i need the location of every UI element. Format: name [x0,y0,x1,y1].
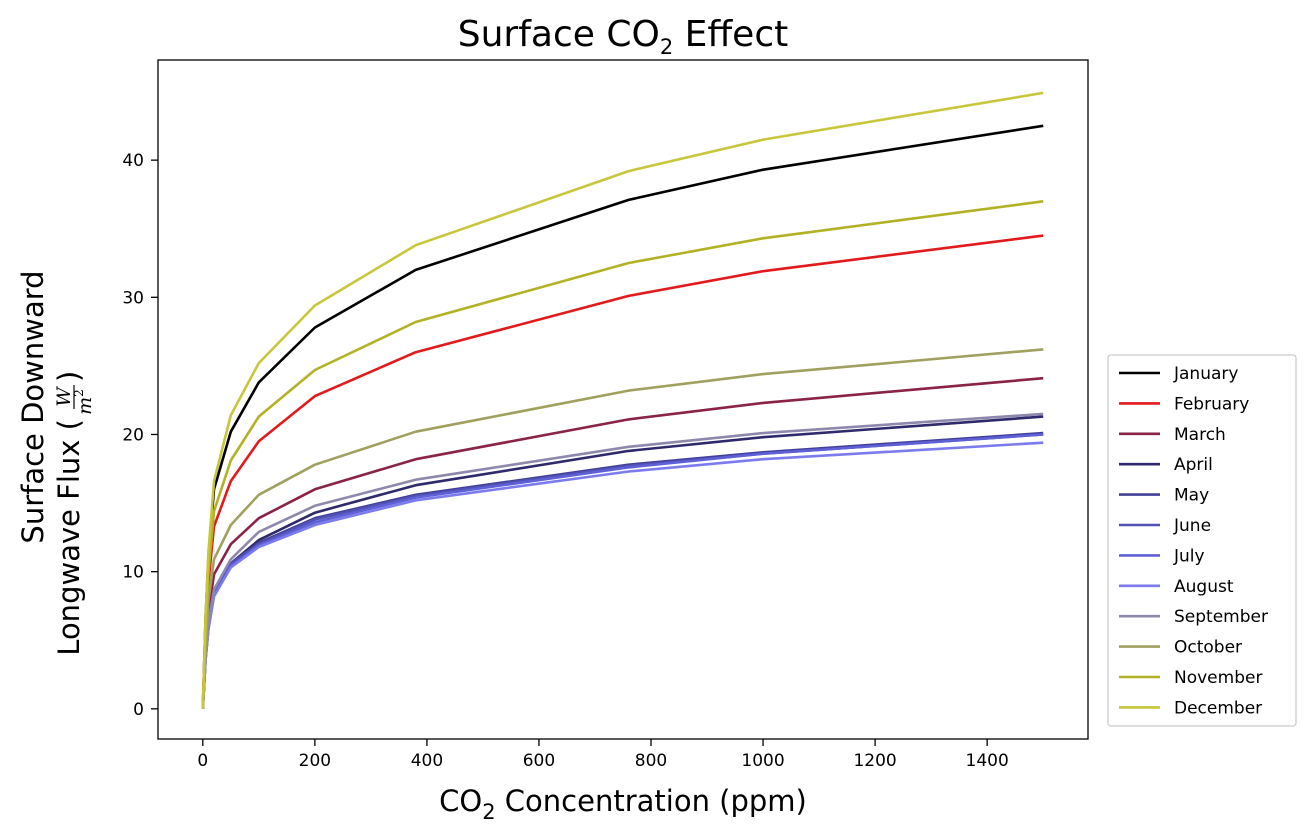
y-axis-unit-denominator: m2 [72,389,96,415]
y-tick-label: 30 [122,288,144,308]
x-tick-label: 200 [299,751,331,771]
legend-label-november: November [1174,668,1262,688]
legend-label-april: April [1174,455,1213,475]
legend-label-october: October [1174,638,1242,658]
series-line-july [201,433,1044,709]
chart-title: Surface CO2 Effect [458,14,789,59]
legend-label-july: July [1173,546,1205,566]
plot-area [201,91,1044,709]
x-axis: 0 200 400 600 800 1000 1200 1400 [197,739,1009,771]
y-axis: 0 10 20 30 40 [122,151,158,720]
legend-label-march: March [1174,425,1226,445]
legend-label-february: February [1174,394,1249,414]
legend-label-september: September [1174,607,1268,627]
x-tick-label: 1400 [966,751,1009,771]
x-tick-label: 400 [411,751,443,771]
legend-entries: January February March April May June July Augu… [1119,364,1268,718]
legend-label-august: August [1174,577,1234,597]
series-line-may [201,431,1044,709]
legend-label-may: May [1174,486,1209,506]
legend-label-january: January [1173,364,1238,384]
y-tick-label: 0 [133,700,144,720]
x-axis-label: CO2 Concentration (ppm) [439,784,807,824]
series-line-august [201,441,1044,709]
y-axis-unit-numerator: W [53,386,75,407]
x-tick-label: 1200 [853,751,896,771]
y-tick-label: 10 [122,563,144,583]
series-line-june [201,433,1044,709]
y-axis-label: Surface Downward Longwave Flux ( W m2 ) [16,270,96,655]
legend-label-june: June [1173,516,1211,536]
series-line-november [201,200,1044,709]
series-line-october [201,348,1044,709]
x-tick-label: 1000 [741,751,784,771]
y-axis-label-line2: Longwave Flux ( [52,419,86,656]
series-line-december [201,91,1044,709]
y-tick-label: 20 [122,425,144,445]
y-tick-label: 40 [122,151,144,171]
series-line-september [201,412,1044,709]
legend: January February March April May June July Augu… [1107,354,1297,727]
legend-label-december: December [1174,698,1262,718]
y-axis-label-line1: Surface Downward [16,270,50,543]
x-tick-label: 0 [197,751,208,771]
legend-box [1107,354,1297,727]
series-line-january [201,124,1044,709]
x-tick-label: 800 [635,751,667,771]
series-line-march [201,376,1044,709]
x-tick-label: 600 [523,751,555,771]
axes-frame [157,59,1089,740]
y-axis-label-close: ) [52,371,86,382]
